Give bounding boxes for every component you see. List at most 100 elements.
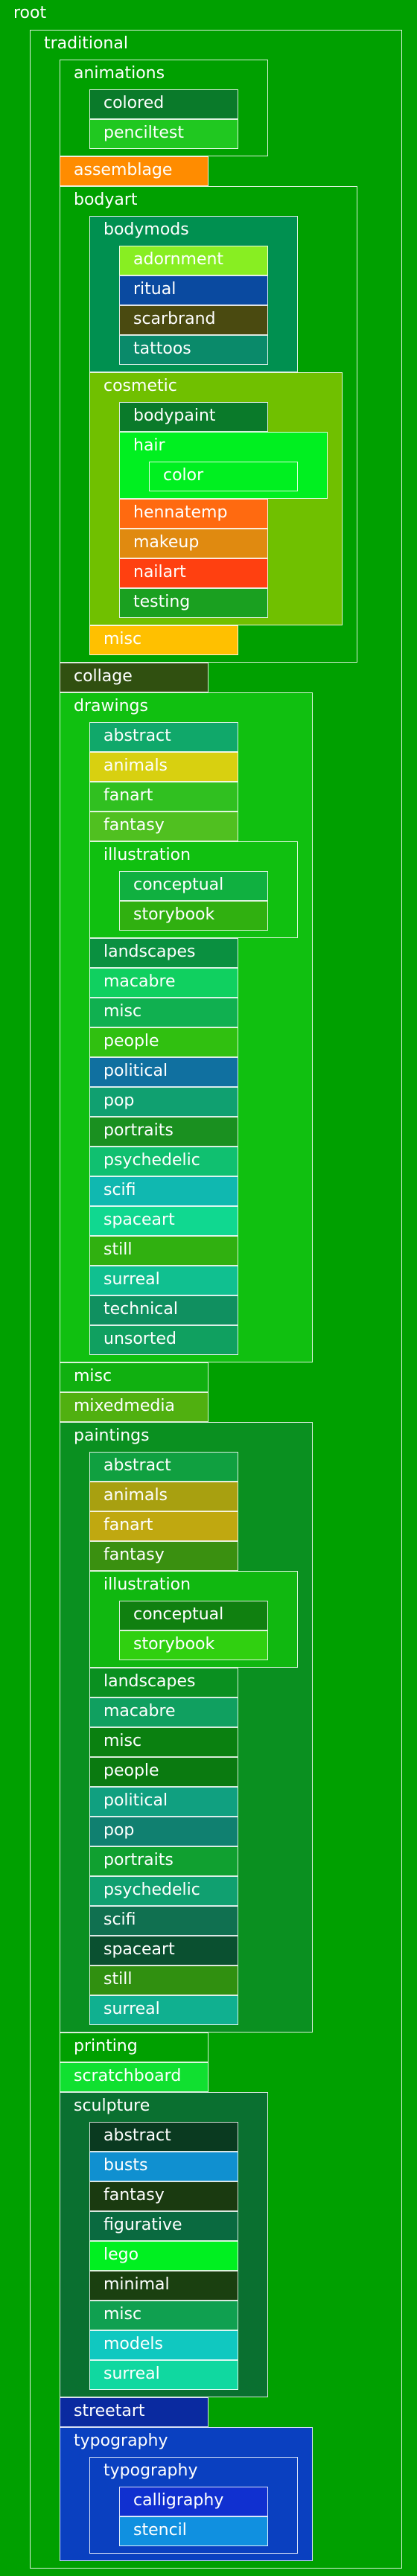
tree-node-abstract: abstract — [89, 2122, 238, 2152]
node-label: psychedelic — [104, 1881, 200, 1899]
node-label: pop — [104, 1821, 135, 1840]
tree-node-surreal: surreal — [89, 2360, 238, 2390]
tree-node-fantasy: fantasy — [89, 1541, 238, 1571]
tree-node-makeup: makeup — [119, 529, 268, 558]
node-label: scifi — [104, 1910, 136, 1929]
node-label: illustration — [104, 1575, 191, 1594]
node-label: people — [104, 1032, 159, 1051]
tree-node-testing: testing — [119, 588, 268, 618]
tree-node-misc: misc — [60, 1362, 208, 1392]
tree-node-calligraphy: calligraphy — [119, 2487, 268, 2516]
node-label: still — [104, 1970, 133, 1989]
tree-node-people: people — [89, 1027, 238, 1057]
tree-node-misc: misc — [89, 1727, 238, 1757]
tree-node-figurative: figurative — [89, 2211, 238, 2241]
node-label: political — [104, 1791, 168, 1810]
node-label: figurative — [104, 2216, 182, 2234]
tree-node-still: still — [89, 1966, 238, 1995]
node-label: illustration — [104, 846, 191, 864]
node-label: bodymods — [104, 220, 189, 239]
node-label: streetart — [74, 2402, 145, 2420]
tree-node-colored: colored — [89, 89, 238, 119]
node-label: abstract — [104, 2126, 171, 2145]
tree-node-abstract: abstract — [89, 722, 238, 752]
tree-node-surreal: surreal — [89, 1266, 238, 1295]
node-label: spaceart — [104, 1940, 175, 1959]
tree-node-storybook: storybook — [119, 1630, 268, 1660]
node-label: tattoos — [133, 339, 191, 358]
node-label: hennatemp — [133, 503, 228, 522]
tree-node-penciltest: penciltest — [89, 119, 238, 149]
node-label: stencil — [133, 2521, 187, 2540]
node-label: busts — [104, 2156, 148, 2175]
tree-node-fantasy: fantasy — [89, 812, 238, 841]
tree-node-animals: animals — [89, 1482, 238, 1511]
tree-node-printing: printing — [60, 2033, 208, 2062]
node-label: color — [163, 466, 204, 485]
tree-node-stencil: stencil — [119, 2516, 268, 2546]
tree-node-animals: animals — [89, 752, 238, 782]
node-label: macabre — [104, 1702, 176, 1721]
node-label: fantasy — [104, 1546, 165, 1564]
node-label: still — [104, 1240, 133, 1259]
tree-node-macabre: macabre — [89, 968, 238, 998]
node-label: storybook — [133, 905, 215, 924]
node-label: fantasy — [104, 816, 165, 835]
node-label: landscapes — [104, 943, 196, 961]
tree-node-collage: collage — [60, 663, 208, 692]
node-label: penciltest — [104, 124, 185, 142]
node-label: traditional — [44, 34, 128, 53]
node-label: people — [104, 1762, 159, 1780]
node-label: spaceart — [104, 1211, 175, 1229]
tree-node-color: color — [149, 462, 298, 491]
tree-node-portraits: portraits — [89, 1117, 238, 1147]
node-label: psychedelic — [104, 1151, 200, 1170]
tree-node-scarbrand: scarbrand — [119, 305, 268, 335]
tree-node-busts: busts — [89, 2152, 238, 2181]
node-label: misc — [104, 1732, 142, 1750]
tree-node-fanart: fanart — [89, 782, 238, 812]
node-label: political — [104, 1062, 168, 1080]
node-label: bodyart — [74, 191, 138, 209]
node-label: nailart — [133, 563, 186, 581]
tree-node-minimal: minimal — [89, 2271, 238, 2301]
node-label: cosmetic — [104, 377, 177, 395]
node-label: collage — [74, 667, 133, 686]
node-label: adornment — [133, 250, 224, 269]
node-label: minimal — [104, 2275, 170, 2294]
tree-node-pop: pop — [89, 1087, 238, 1117]
node-label: storybook — [133, 1635, 215, 1654]
tree-node-spaceart: spaceart — [89, 1206, 238, 1236]
tree-node-models: models — [89, 2330, 238, 2360]
tree-node-assemblage: assemblage — [60, 156, 208, 186]
node-label: colored — [104, 94, 165, 112]
tree-node-streetart: streetart — [60, 2397, 208, 2427]
node-label: macabre — [104, 972, 176, 991]
node-label: conceptual — [133, 876, 224, 894]
tree-node-portraits: portraits — [89, 1846, 238, 1876]
tree-node-surreal: surreal — [89, 1995, 238, 2025]
tree-node-mixedmedia: mixedmedia — [60, 1392, 208, 1422]
tree-node-people: people — [89, 1757, 238, 1787]
tree-node-scifi: scifi — [89, 1906, 238, 1936]
node-label: landscapes — [104, 1672, 196, 1691]
node-label: calligraphy — [133, 2491, 224, 2510]
tree-node-pop: pop — [89, 1817, 238, 1846]
tree-node-misc: misc — [89, 998, 238, 1027]
tree-node-conceptual: conceptual — [119, 1601, 268, 1630]
tree-node-fanart: fanart — [89, 1511, 238, 1541]
tree-node-scifi: scifi — [89, 1176, 238, 1206]
node-label: hair — [133, 436, 165, 455]
tree-node-ritual: ritual — [119, 275, 268, 305]
node-label: surreal — [104, 2365, 160, 2383]
tree-node-adornment: adornment — [119, 246, 268, 275]
node-label: misc — [74, 1367, 112, 1386]
tree-node-spaceart: spaceart — [89, 1936, 238, 1966]
node-label: models — [104, 2335, 163, 2353]
node-label: fantasy — [104, 2186, 165, 2204]
node-label: typography — [74, 2432, 168, 2450]
node-label: scifi — [104, 1181, 136, 1199]
tree-node-fantasy: fantasy — [89, 2181, 238, 2211]
tree-node-political: political — [89, 1057, 238, 1087]
